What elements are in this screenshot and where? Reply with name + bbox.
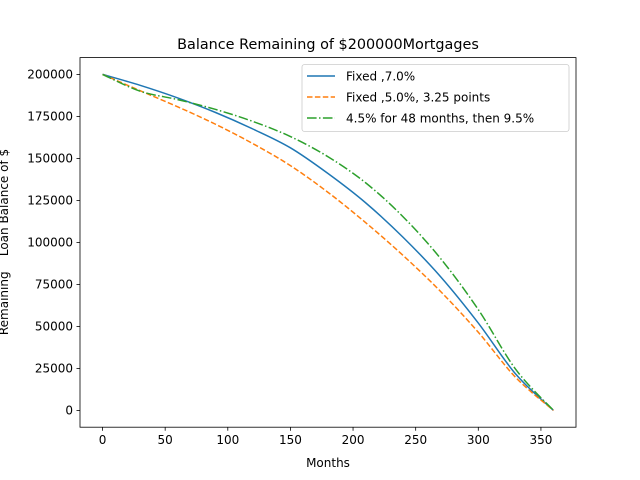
y-tick-label: 100000 [27,236,73,250]
plot-area-frame [79,57,577,428]
x-axis-ticks: 0 50 100 150 200 250 300 350 [99,427,552,447]
plot-series [102,73,555,411]
legend: Fixed ,7.0% Fixed ,5.0%, 3.25 points 4.5% … [301,64,570,132]
y-tick-label: 0 [65,404,73,418]
x-tick-label: 150 [279,433,302,447]
chart-title: Balance Remaining of $200000Mortgages [177,37,479,53]
x-tick-label: 200 [342,433,365,447]
y-tick-label: 50000 [35,320,73,334]
y-tick-label: 150000 [27,152,73,166]
x-tick-label: 300 [467,433,490,447]
y-axis-label: Remaining Loan Balance of $ [0,149,11,335]
legend-label: Fixed ,7.0% [346,69,415,83]
y-tick-label: 200000 [27,68,73,82]
x-tick-label: 350 [529,433,552,447]
series-line-1 [102,73,554,411]
series-line-3 [102,73,555,411]
y-axis-ticks: 0 25000 50000 75000 100000 125000 150000 175000… [27,68,80,418]
legend-label: Fixed ,5.0%, 3.25 points [346,90,490,104]
legend-label: 4.5% for 48 months, then 9.5% [346,111,534,125]
x-tick-label: 250 [404,433,427,447]
x-axis-label: Months [306,456,350,470]
y-tick-label: 125000 [27,194,73,208]
y-tick-label: 25000 [35,362,73,376]
legend-box [301,64,570,132]
y-tick-label: 75000 [35,278,73,292]
x-tick-label: 50 [158,433,173,447]
y-tick-label: 175000 [27,110,73,124]
series-line-2 [102,73,554,411]
x-tick-label: 0 [99,433,107,447]
x-tick-label: 100 [216,433,239,447]
